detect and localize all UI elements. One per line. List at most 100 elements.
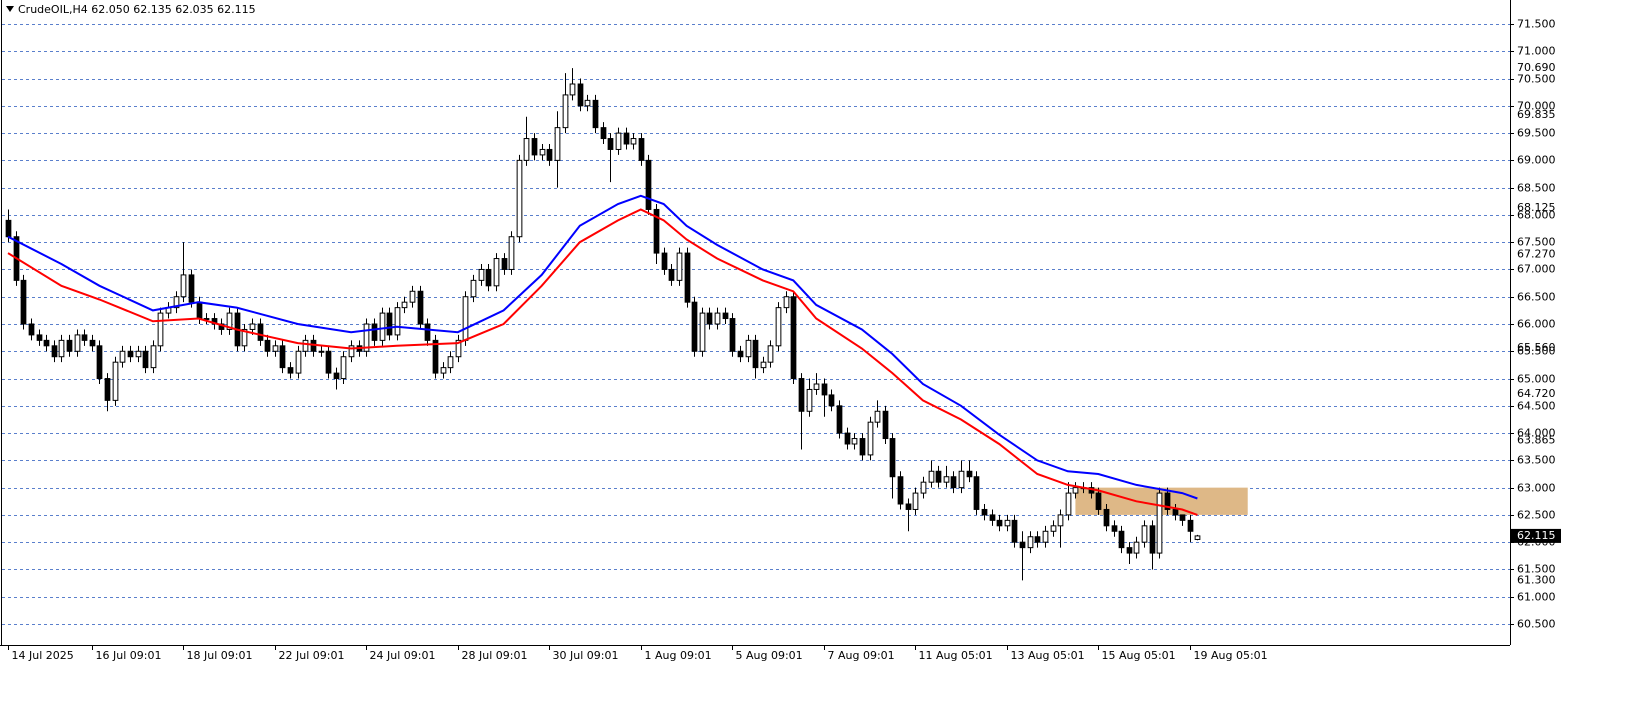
candle-body [775, 307, 782, 347]
candle-body [104, 378, 111, 401]
candle-body [623, 132, 630, 145]
candle-body [1133, 541, 1140, 554]
candle-body [226, 312, 233, 330]
y-tick-label: 66.000 [1517, 318, 1556, 331]
menu-triangle [6, 6, 14, 12]
candle-body [874, 410, 881, 423]
candle-body [74, 334, 81, 352]
candle-body [889, 438, 896, 478]
candle-body [66, 339, 73, 352]
candle-body [920, 481, 927, 494]
candle-body [1187, 519, 1194, 532]
candle-body [958, 470, 965, 489]
candle-body [1156, 492, 1163, 554]
candle-body [1126, 547, 1133, 554]
candle-body [783, 296, 790, 309]
candle-body [996, 519, 1003, 527]
candle-body [447, 356, 454, 369]
x-tick-label: 13 Aug 05:01 [1011, 649, 1085, 662]
candle-body [1141, 525, 1148, 543]
candle-body [584, 99, 591, 107]
candle-body [752, 339, 759, 369]
candle-body [287, 367, 294, 374]
candle-body [1011, 519, 1018, 543]
candle-body [897, 476, 904, 505]
y-tick-label: 68.000 [1517, 209, 1556, 222]
x-tick-label: 14 Jul 2025 [12, 649, 74, 662]
y-tick-label: 63.000 [1517, 482, 1556, 495]
candle-body [1194, 535, 1201, 540]
x-tick-label: 16 Jul 09:01 [96, 649, 162, 662]
candle-body [295, 350, 302, 374]
candle-body [1057, 514, 1064, 527]
candle-body [58, 339, 65, 358]
candle-body [264, 339, 271, 352]
candle-body [615, 132, 622, 150]
candle-body [569, 83, 576, 96]
candle-body [722, 312, 729, 320]
candle-body [828, 394, 835, 407]
candle-body [424, 323, 431, 341]
candle-body [859, 438, 866, 456]
candle-body [1103, 508, 1110, 527]
candle-body [737, 350, 744, 358]
candle-body [790, 296, 797, 380]
x-tick-label: 19 Aug 05:01 [1194, 649, 1268, 662]
x-tick-label: 15 Aug 05:01 [1102, 649, 1176, 662]
candle-body [981, 508, 988, 516]
candle-body [1172, 508, 1179, 516]
candle-body [81, 334, 88, 341]
x-tick-label: 5 Aug 09:01 [736, 649, 803, 662]
candle-body [531, 138, 538, 156]
candle-body [714, 312, 721, 325]
candle-body [592, 99, 599, 129]
candle-body [928, 470, 935, 483]
candle-body [89, 339, 96, 347]
y-tick-label: 61.500 [1517, 563, 1556, 576]
y-tick-label: 66.500 [1517, 291, 1556, 304]
candle-body [950, 476, 957, 489]
x-tick-label: 24 Jul 09:01 [370, 649, 436, 662]
candle-body [241, 328, 248, 347]
candle-body [249, 323, 256, 330]
candle-body [607, 138, 614, 150]
candle-body [745, 339, 752, 358]
x-tick-label: 1 Aug 09:01 [645, 649, 712, 662]
y-tick-label: 65.000 [1517, 373, 1556, 386]
price-level-label: 67.270 [1517, 248, 1556, 261]
candle-body [302, 339, 309, 352]
y-tick-label: 70.500 [1517, 73, 1556, 86]
candle-body [455, 339, 462, 358]
candle-body [20, 279, 27, 325]
y-tick-label: 63.500 [1517, 454, 1556, 467]
candle-body [554, 127, 561, 161]
candle-body [28, 323, 35, 336]
price-level-label: 61.300 [1517, 573, 1556, 586]
x-tick-label: 28 Jul 09:01 [462, 649, 528, 662]
candle-body [1149, 525, 1156, 554]
y-tick-label: 62.500 [1517, 509, 1556, 522]
candle-body [188, 274, 195, 303]
candle-body [1095, 492, 1102, 510]
candle-body [600, 127, 607, 140]
candle-body [836, 405, 843, 434]
y-tick-label: 71.000 [1517, 45, 1556, 58]
candle-body [318, 350, 325, 353]
candle-body [493, 258, 500, 287]
candle-body [157, 312, 164, 347]
price-level-label: 64.720 [1517, 387, 1556, 400]
candle-body [272, 345, 279, 352]
candle-body [257, 323, 264, 341]
candle-body [523, 138, 530, 161]
candle-body [112, 361, 119, 401]
candle-body [401, 301, 408, 309]
y-tick-label: 68.500 [1517, 182, 1556, 195]
candle-body [1065, 492, 1072, 516]
candle-body [851, 438, 858, 445]
candle-body [935, 470, 942, 483]
x-tick-label: 18 Jul 09:01 [187, 649, 253, 662]
candle-body [462, 296, 469, 341]
y-tick-label: 69.500 [1517, 127, 1556, 140]
candle-body [440, 367, 447, 374]
candle-body [867, 421, 874, 456]
